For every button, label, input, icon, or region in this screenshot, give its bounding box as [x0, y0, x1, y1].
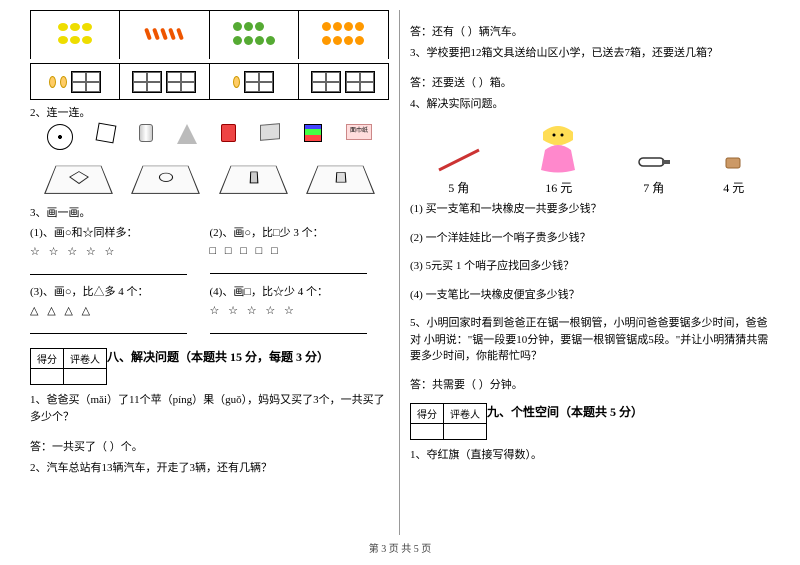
item-pencil: 5 角 — [434, 145, 484, 196]
q3-sub1: (1)、画○和☆同样多： — [30, 224, 205, 240]
dice-icon — [96, 123, 117, 144]
score-table-8: 得分 评卷人 — [30, 348, 107, 385]
rubik-icon — [304, 124, 322, 142]
score-h2-9: 评卷人 — [444, 404, 487, 424]
price-doll: 16 元 — [545, 179, 572, 196]
veggies-cell — [210, 11, 299, 59]
q8-2: 2、汽车总站有13辆汽车，开走了3辆，还有几辆？ — [30, 460, 389, 477]
q8-4-1: (1) 买一支笔和一块橡皮一共要多少钱？ — [410, 201, 770, 218]
blank-2[interactable] — [210, 262, 367, 274]
perspective-3 — [223, 156, 283, 198]
grid-row — [30, 63, 389, 100]
perspective-4 — [310, 156, 370, 198]
cone-icon — [177, 124, 197, 144]
item-eraser: 4 元 — [721, 150, 746, 196]
shapes-bottom-row — [30, 156, 389, 198]
item-doll: 16 元 — [531, 120, 586, 196]
soccer-ball-icon — [47, 124, 73, 150]
tissue-icon: 面巾纸 — [346, 124, 372, 140]
perspective-1 — [49, 156, 109, 198]
stars-1: ☆ ☆ ☆ ☆ ☆ — [30, 245, 205, 258]
box-icon — [260, 123, 280, 141]
score-h1: 得分 — [31, 349, 64, 369]
grid-cell-1 — [31, 64, 120, 99]
worksheet-page: 2、连一连。 面巾纸 3、画一画。 (1)、画○和☆同样多： ☆ ☆ ☆ ☆ ☆ — [0, 0, 800, 540]
section-9-title: 九、个性空间（本题共 5 分） — [480, 397, 770, 420]
q2-label: 2、连一连。 — [30, 104, 389, 120]
score-h1-9: 得分 — [411, 404, 444, 424]
q3-sub2: (2)、画○，比□少 3 个： — [210, 224, 385, 240]
score-h2: 评卷人 — [64, 349, 107, 369]
section-8-title: 八、解决问题（本题共 15 分，每题 3 分） — [100, 342, 389, 365]
price-eraser: 4 元 — [723, 179, 744, 196]
q8-4-4: (4) 一支笔比一块橡皮便宜多少钱？ — [410, 287, 770, 304]
score-blank-4[interactable] — [444, 424, 487, 440]
stars-4: ☆ ☆ ☆ ☆ ☆ — [210, 304, 385, 317]
score-blank-1[interactable] — [31, 369, 64, 385]
carrots-cell — [120, 11, 209, 59]
boxes-2: □ □ □ □ □ — [210, 245, 385, 257]
page-footer: 第 3 页 共 5 页 — [0, 540, 800, 555]
q3-sub3: (3)、画○，比△多 4 个： — [30, 283, 205, 299]
grid-cell-2 — [120, 64, 209, 99]
q9-1: 1、夺红旗（直接写得数）。 — [410, 447, 770, 464]
grid-cell-3 — [210, 64, 299, 99]
q8-3: 3、学校要把12箱文具送给山区小学，已送去7箱，还要送几箱？ — [410, 45, 770, 62]
blank-4[interactable] — [210, 322, 367, 334]
doll-icon — [531, 120, 586, 175]
q8-5-answer: 答：共需要（ ）分钟。 — [410, 377, 770, 394]
blank-1[interactable] — [30, 263, 187, 275]
perspective-2 — [136, 156, 196, 198]
cylinder-icon — [139, 124, 153, 142]
q8-2-answer: 答：还有（ ）辆汽车。 — [410, 24, 770, 41]
picture-row — [30, 10, 389, 59]
pencil-icon — [434, 145, 484, 175]
score-blank-3[interactable] — [411, 424, 444, 440]
lemons-cell — [31, 11, 120, 59]
whistle-icon — [634, 150, 674, 175]
score-blank-2[interactable] — [64, 369, 107, 385]
item-whistle: 7 角 — [634, 150, 674, 196]
q8-4-3: (3) 5元买 1 个哨子应找回多少钱？ — [410, 258, 770, 275]
q3-row-2: (3)、画○，比△多 4 个： △ △ △ △ (4)、画□，比☆少 4 个： … — [30, 283, 389, 342]
price-whistle: 7 角 — [643, 179, 664, 196]
q8-1: 1、爸爸买（mǎi）了11个苹（píng）果（guǒ），妈妈又买了3个，一共买了… — [30, 392, 389, 425]
eraser-icon — [721, 150, 746, 175]
q8-3-answer: 答：还要送（ ）箱。 — [410, 75, 770, 92]
q8-4-2: (2) 一个洋娃娃比一个哨子贵多少钱？ — [410, 230, 770, 247]
q3-sub4: (4)、画□，比☆少 4 个： — [210, 283, 385, 299]
items-row: 5 角 16 元 7 角 4 元 — [410, 120, 770, 196]
grid-cell-4 — [299, 64, 388, 99]
blank-3[interactable] — [30, 322, 187, 334]
q8-4: 4、解决实际问题。 — [410, 96, 770, 113]
price-pencil: 5 角 — [448, 179, 469, 196]
can-icon — [221, 124, 236, 142]
score-table-9: 得分 评卷人 — [410, 403, 487, 440]
shapes-top-row: 面巾纸 — [30, 124, 389, 150]
tris-3: △ △ △ △ — [30, 304, 205, 317]
oranges-cell — [299, 11, 388, 59]
right-column: 答：还有（ ）辆汽车。 3、学校要把12箱文具送给山区小学，已送去7箱，还要送几… — [400, 10, 780, 535]
left-column: 2、连一连。 面巾纸 3、画一画。 (1)、画○和☆同样多： ☆ ☆ ☆ ☆ ☆ — [20, 10, 400, 535]
q8-1-answer: 答：一共买了（ ）个。 — [30, 439, 389, 456]
q8-5: 5、小明回家时看到爸爸正在锯一根钢管，小明问爸爸要锯多少时间，爸爸对 小明说："… — [410, 315, 770, 365]
q3-label: 3、画一画。 — [30, 204, 389, 220]
q3-row-1: (1)、画○和☆同样多： ☆ ☆ ☆ ☆ ☆ (2)、画○，比□少 3 个： □… — [30, 224, 389, 283]
